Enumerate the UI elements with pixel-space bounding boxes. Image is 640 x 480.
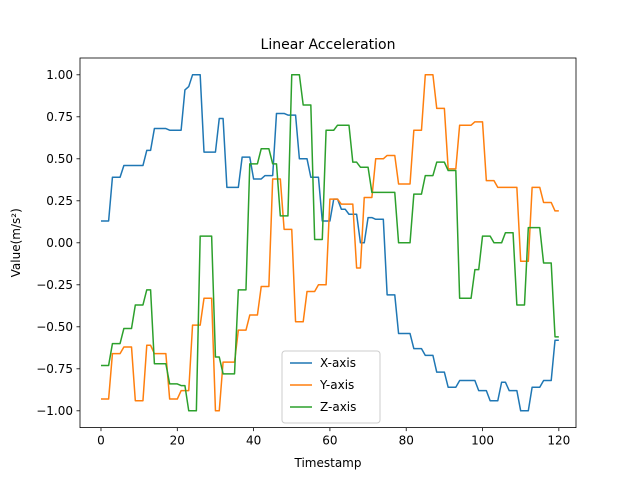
y-tick-label: 0.00	[46, 236, 73, 250]
x-axis-label: Timestamp	[294, 456, 362, 470]
x-tick-label: 80	[399, 434, 414, 448]
x-tick-label: 40	[246, 434, 261, 448]
x-tick-label: 20	[170, 434, 185, 448]
y-axis-label: Value(m/s²)	[9, 208, 23, 277]
y-tick-label: 0.75	[46, 110, 73, 124]
series-line-y-axis	[100, 74, 559, 412]
y-tick-label: −0.50	[36, 320, 73, 334]
legend-label-y-axis: Y-axis	[319, 378, 354, 392]
y-tick-label: 1.00	[46, 68, 73, 82]
x-tick-label: 120	[547, 434, 570, 448]
series-line-x-axis	[100, 74, 559, 412]
legend-box	[281, 350, 381, 424]
x-axis-ticks: 0 20 40 60 80 100 120	[97, 427, 570, 448]
series-layer	[100, 74, 559, 412]
y-tick-label: −0.75	[36, 362, 73, 376]
legend-label-x-axis: X-axis	[320, 356, 356, 370]
chart-title: Linear Acceleration	[261, 37, 396, 53]
y-tick-label: 0.50	[46, 152, 73, 166]
legend: X-axis Y-axis Z-axis	[281, 350, 381, 424]
x-tick-label: 60	[322, 434, 337, 448]
y-tick-label: 0.25	[46, 194, 73, 208]
x-tick-label: 100	[471, 434, 494, 448]
legend-label-z-axis: Z-axis	[320, 400, 356, 414]
y-tick-label: −1.00	[36, 404, 73, 418]
y-axis-ticks: −1.00 −0.75 −0.50 −0.25 0.00 0.25 0.50 0.75 1.00	[36, 68, 80, 418]
series-line-z-axis	[100, 74, 559, 412]
y-tick-label: −0.25	[36, 278, 73, 292]
x-tick-label: 0	[97, 434, 105, 448]
